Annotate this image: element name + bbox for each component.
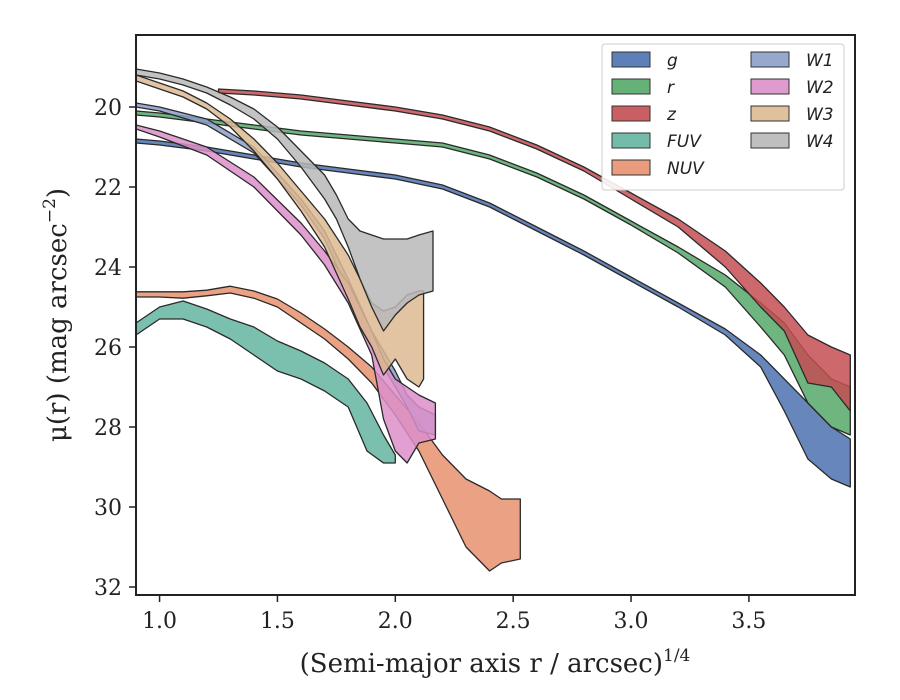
y-tick-label: 26 — [94, 336, 122, 361]
series-band-w2 — [136, 124, 437, 464]
x-axis: 1.0 1.5 2.0 2.5 3.0 3.5 — [142, 595, 766, 634]
legend-label-w1: W1 — [806, 51, 834, 71]
y-axis-label: μ(r) (mag arcsec−2) — [40, 188, 73, 442]
y-axis-label-superscript: −2 — [40, 198, 60, 223]
series-band-nuv — [136, 285, 521, 572]
legend-label-w3: W3 — [806, 105, 834, 125]
series-band-z — [217, 88, 851, 412]
x-tick-label: 2.5 — [496, 609, 531, 634]
legend-label-g: g — [667, 51, 678, 71]
y-axis: 20 22 24 26 28 30 32 — [94, 96, 136, 601]
series-band-w3 — [136, 74, 425, 388]
series-band-w4 — [136, 68, 434, 332]
y-tick-label: 28 — [94, 416, 122, 441]
legend-swatch-w3 — [750, 105, 790, 122]
x-tick-label: 3.5 — [731, 609, 766, 634]
legend: grz FUV NUV W1 W2 W3 W4 — [601, 43, 845, 191]
x-axis-label: (Semi-major axis r / arcsec)1/4 — [300, 646, 691, 679]
legend-swatch-w2 — [750, 78, 790, 95]
y-tick-label: 22 — [94, 176, 122, 201]
legend-label-w4: W4 — [806, 132, 834, 152]
legend-swatch-r — [611, 78, 651, 95]
x-axis-label-superscript: 1/4 — [663, 646, 690, 666]
legend-swatch-w4 — [750, 132, 790, 149]
plot-area — [136, 68, 851, 572]
legend-swatch-fuv — [611, 132, 651, 149]
legend-label-fuv: FUV — [667, 132, 702, 152]
legend-swatch-z — [611, 105, 651, 122]
legend-label-z: z — [666, 105, 677, 125]
y-tick-label: 20 — [94, 96, 122, 121]
y-tick-label: 24 — [94, 256, 122, 281]
series-band-r — [136, 110, 851, 436]
x-tick-label: 3.0 — [614, 609, 649, 634]
y-tick-label: 32 — [94, 576, 122, 601]
legend-swatch-nuv — [611, 159, 651, 176]
legend-swatch-w1 — [750, 51, 790, 68]
legend-label-nuv: NUV — [667, 159, 705, 179]
legend-swatch-g — [611, 51, 651, 68]
y-tick-label: 30 — [94, 496, 122, 521]
legend-label-r: r — [667, 78, 675, 98]
y-axis-label-close: ) — [43, 188, 73, 198]
x-tick-label: 1.5 — [260, 609, 295, 634]
series-band-g — [136, 138, 851, 488]
series-band-fuv — [136, 300, 396, 464]
x-tick-label: 1.0 — [142, 609, 177, 634]
x-tick-label: 2.0 — [378, 609, 413, 634]
legend-label-w2: W2 — [806, 78, 834, 98]
plot-frame — [135, 34, 856, 596]
